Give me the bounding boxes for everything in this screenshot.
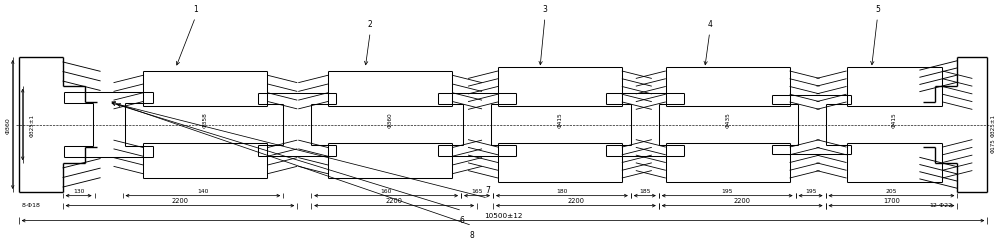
Text: 195: 195 xyxy=(721,188,733,193)
Text: 3: 3 xyxy=(542,5,547,14)
Text: 185: 185 xyxy=(639,188,651,193)
Text: Φ435: Φ435 xyxy=(725,112,730,128)
Text: Φ360: Φ360 xyxy=(388,112,393,128)
Text: 2200: 2200 xyxy=(386,197,403,203)
Text: 7: 7 xyxy=(486,185,490,194)
Text: 205: 205 xyxy=(886,188,897,193)
Text: 6: 6 xyxy=(460,215,464,224)
Text: 130: 130 xyxy=(73,188,84,193)
Text: Φ360: Φ360 xyxy=(6,117,11,133)
Text: 165: 165 xyxy=(471,188,483,193)
Text: 8: 8 xyxy=(470,230,474,239)
Text: 12-Φ22: 12-Φ22 xyxy=(929,202,952,207)
Text: 195: 195 xyxy=(805,188,816,193)
Text: 2200: 2200 xyxy=(171,197,188,203)
Text: 2: 2 xyxy=(368,20,373,28)
Text: 2200: 2200 xyxy=(734,197,751,203)
Text: Φ415: Φ415 xyxy=(557,112,562,128)
Text: Φ358: Φ358 xyxy=(203,112,208,128)
Text: Φ325±1: Φ325±1 xyxy=(990,114,995,136)
Text: 1700: 1700 xyxy=(883,197,900,203)
Text: Φ175: Φ175 xyxy=(990,138,995,152)
Text: 140: 140 xyxy=(197,188,209,193)
Text: Φ325±1: Φ325±1 xyxy=(30,114,35,136)
Text: 180: 180 xyxy=(556,188,568,193)
Text: 5: 5 xyxy=(875,5,880,14)
Text: Φ415: Φ415 xyxy=(892,112,897,128)
Text: 1: 1 xyxy=(193,5,198,14)
Text: 10500±12: 10500±12 xyxy=(484,212,522,218)
Text: 8-Φ18: 8-Φ18 xyxy=(22,202,41,207)
Text: 4: 4 xyxy=(707,20,712,28)
Text: 160: 160 xyxy=(380,188,392,193)
Text: 2200: 2200 xyxy=(567,197,584,203)
